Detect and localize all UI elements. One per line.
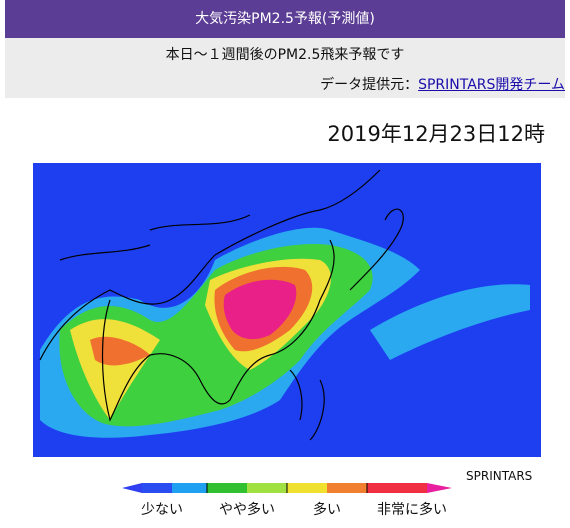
map-sea [33,163,541,457]
legend-label: 少ない [141,502,183,518]
legend-swatch [287,483,327,493]
source-link[interactable]: SPRINTARS開発チーム [418,77,565,93]
map-region [59,244,373,427]
forecast-datetime: 2019年12月23日12時 [327,122,545,146]
map-region [370,284,530,360]
legend-arrow [122,483,142,493]
legend-swatch [327,483,367,493]
legend-label: やや多い [219,502,275,518]
map-region [70,258,331,420]
source-prefix: データ提供元： [320,77,419,93]
info-band: 本日～１週間後のPM2.5飛来予報です データ提供元：SPRINTARS開発チー… [5,38,565,98]
map-region [90,266,313,366]
legend-swatch [207,483,247,493]
subtitle: 本日～１週間後のPM2.5飛来予報です [165,47,405,63]
map-coastlines [39,169,404,441]
legend-arrow [427,483,452,493]
legend-label: 多い [313,502,341,518]
legend-dividers [206,483,368,493]
legend-swatch [172,483,207,493]
source: データ提供元：SPRINTARS開発チーム [320,74,565,94]
legend-swatch [367,483,427,493]
legend-swatch [247,483,287,493]
legend-swatch [142,483,172,493]
map-region [223,279,297,340]
map-credit: SPRINTARS [466,469,533,483]
map-region [40,227,420,438]
legend-label: 非常に多い [377,502,447,518]
title-bar: 大気汚染PM2.5予報(予測値) [5,0,565,38]
